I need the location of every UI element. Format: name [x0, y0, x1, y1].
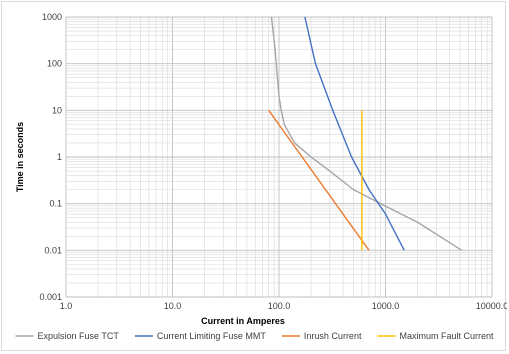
- y-tick-label: 0.001: [39, 292, 62, 302]
- y-tick-label: 0.1: [49, 199, 62, 209]
- series-line-2: [304, 16, 405, 251]
- grid: [65, 16, 493, 298]
- series-line-1: [270, 16, 463, 251]
- legend-entry: Inrush Current: [304, 331, 362, 341]
- legend-entry: Maximum Fault Current: [399, 331, 494, 341]
- y-tick-label: 0.01: [44, 245, 62, 255]
- x-tick-label: 100.0: [268, 301, 291, 311]
- x-tick-label: 1000.0: [372, 301, 400, 311]
- legend: Expulsion Fuse TCT Current Limiting Fuse …: [15, 331, 494, 341]
- legend-entry: Expulsion Fuse TCT: [38, 331, 120, 341]
- legend-entry: Current Limiting Fuse MMT: [157, 331, 267, 341]
- x-tick-label: 1.0: [60, 301, 73, 311]
- x-axis-title: Current in Amperes: [201, 316, 285, 326]
- x-tick-label: 10000.0: [476, 301, 507, 311]
- y-tick-label: 1: [57, 152, 62, 162]
- series-line-3: [268, 109, 370, 251]
- y-tick-label: 100: [47, 59, 62, 69]
- y-tick-label: 1000: [42, 12, 62, 22]
- y-tick-label: 10: [52, 105, 62, 115]
- tick-labels: 1.0 10.0 100.0 1000.0 10000.0 0.001 0.01 0.1 1 10…: [39, 12, 507, 311]
- y-axis-title: Time in seconds: [15, 122, 25, 192]
- series-lines: [268, 16, 463, 251]
- x-tick-label: 10.0: [164, 301, 182, 311]
